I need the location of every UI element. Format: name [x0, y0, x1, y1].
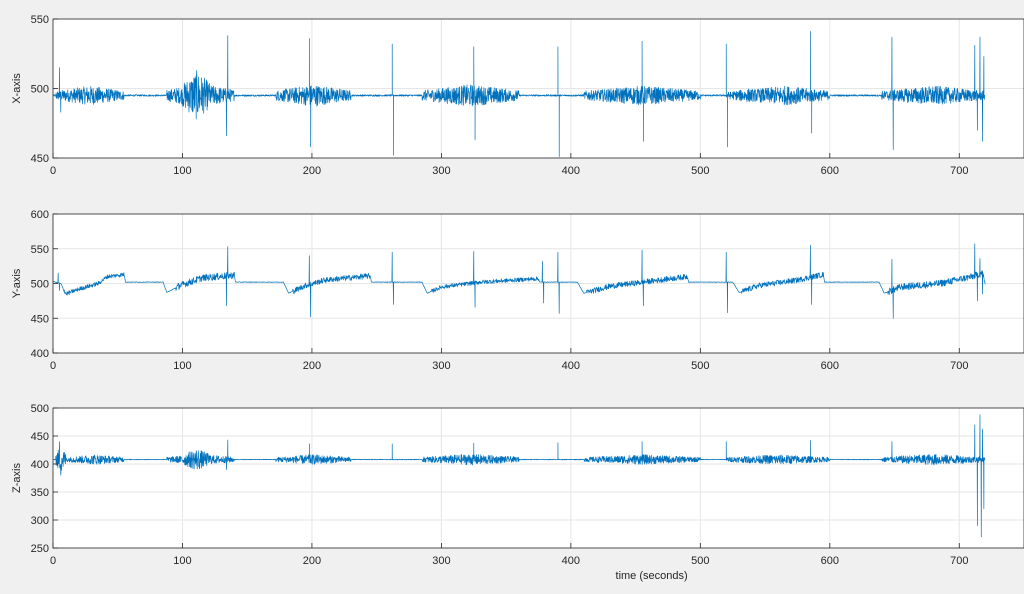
y-tick-label: 500	[31, 403, 49, 415]
y-tick-label: 350	[31, 487, 49, 499]
y-tick-label: 400	[31, 459, 49, 471]
x-tick-label: 100	[173, 555, 191, 567]
x-tick-label: 700	[950, 165, 968, 177]
y-tick-label: 550	[31, 14, 49, 26]
x-tick-label: 600	[821, 165, 839, 177]
plot-area	[53, 408, 1024, 548]
x-tick-label: 300	[432, 555, 450, 567]
x-tick-label: 400	[562, 555, 580, 567]
y-tick-label: 450	[31, 153, 49, 165]
y-tick-label: 450	[31, 313, 49, 325]
y-tick-label: 500	[31, 279, 49, 291]
y-tick-label: 250	[31, 543, 49, 555]
axes-box	[52, 407, 1024, 549]
x-tick-label: 200	[303, 360, 321, 372]
y-tick-label: 400	[31, 348, 49, 360]
series-line-x	[52, 31, 986, 157]
x-tick-label: 600	[821, 555, 839, 567]
x-tick-label: 300	[432, 165, 450, 177]
x-tick-label: 200	[303, 165, 321, 177]
y-axis-label: Z-axis	[11, 463, 23, 493]
x-tick-label: 0	[50, 360, 56, 372]
x-tick-label: 700	[950, 555, 968, 567]
panels: 0 100 200 300 400 500 600 700 450 500 550 X-axis 0 10…	[11, 14, 1024, 582]
x-tick-label: 0	[50, 165, 56, 177]
series-line-y	[52, 243, 986, 319]
series-line-z	[52, 414, 986, 538]
panel-x: 0 100 200 300 400 500 600 700 450 500 550 X-axis	[11, 14, 1024, 177]
x-tick-label: 200	[303, 555, 321, 567]
y-axis-label: X-axis	[11, 73, 23, 104]
y-tick-label: 500	[31, 84, 49, 96]
y-tick-label: 550	[31, 244, 49, 256]
x-tick-label: 300	[432, 360, 450, 372]
x-tick-label: 700	[950, 360, 968, 372]
panel-z: 0 100 200 300 400 500 600 700 250 300 350 400 450 500…	[11, 403, 1024, 582]
panel-y: 0 100 200 300 400 500 600 700 400 450 500 550 600 Y-a…	[11, 209, 1024, 372]
x-tick-label: 600	[821, 360, 839, 372]
y-axis-label: Y-axis	[11, 268, 23, 298]
x-tick-label: 500	[691, 555, 709, 567]
x-tick-label: 500	[691, 360, 709, 372]
x-axis-label: time (seconds)	[616, 570, 688, 582]
x-tick-label: 100	[173, 165, 191, 177]
y-tick-label: 300	[31, 515, 49, 527]
x-tick-label: 400	[562, 165, 580, 177]
x-tick-label: 0	[50, 555, 56, 567]
y-tick-label: 600	[31, 209, 49, 221]
x-tick-label: 100	[173, 360, 191, 372]
x-tick-label: 500	[691, 165, 709, 177]
y-tick-label: 450	[31, 431, 49, 443]
x-tick-label: 400	[562, 360, 580, 372]
